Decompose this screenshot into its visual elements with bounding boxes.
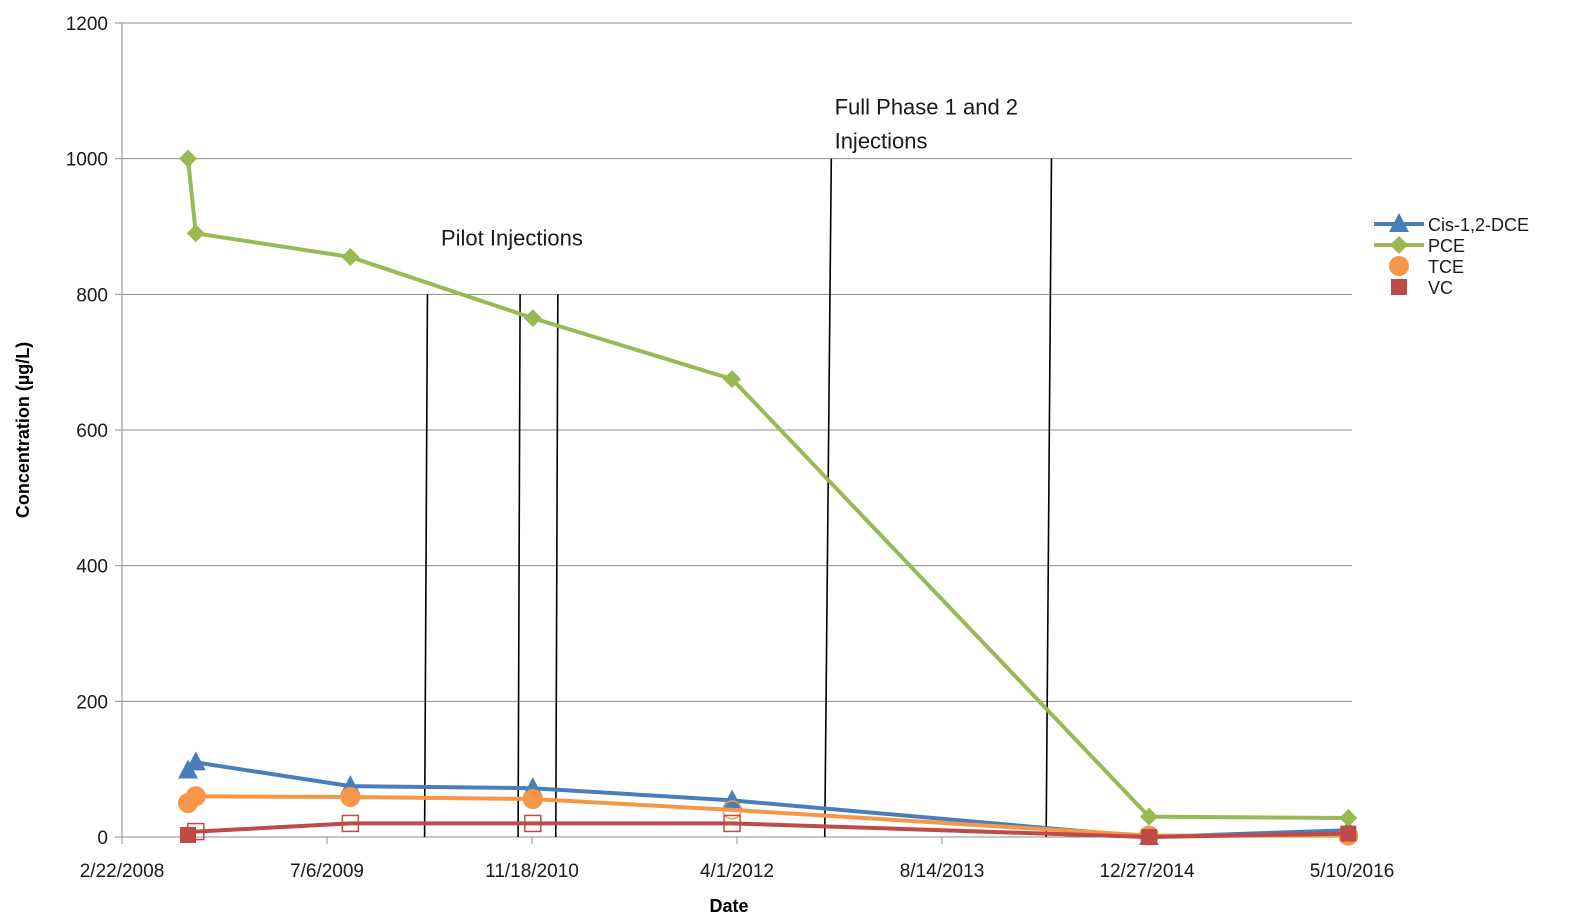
data-point bbox=[722, 800, 742, 820]
series-line bbox=[187, 821, 1349, 839]
y-tick-label: 0 bbox=[97, 828, 108, 849]
data-point bbox=[524, 814, 542, 833]
y-tick-label: 1200 bbox=[66, 14, 108, 35]
data-point bbox=[1140, 807, 1159, 826]
data-point bbox=[340, 786, 361, 807]
data-point bbox=[187, 822, 205, 841]
data-point bbox=[185, 786, 206, 807]
injection-line bbox=[554, 294, 559, 838]
series-line bbox=[186, 158, 1349, 820]
legend-label: VC bbox=[1428, 278, 1453, 298]
series-pce bbox=[179, 149, 1358, 828]
data-point bbox=[1390, 236, 1408, 254]
legend-item: Cis-1,2-DCE bbox=[1374, 213, 1529, 235]
x-tick-label: 5/10/2016 bbox=[1310, 861, 1395, 882]
x-tick-label: 12/27/2014 bbox=[1099, 861, 1195, 882]
annotation-text: Full Phase 1 and 2 bbox=[835, 95, 1018, 120]
data-point bbox=[1141, 829, 1158, 845]
y-tick-label: 800 bbox=[76, 285, 108, 306]
data-point bbox=[185, 751, 206, 771]
injection-line bbox=[1045, 158, 1053, 838]
data-point bbox=[341, 814, 360, 833]
data-point bbox=[1339, 809, 1358, 828]
x-tick-labels: 2/22/2008 7/6/2009 11/18/2010 4/1/2012 8/14/… bbox=[80, 861, 1395, 882]
series-vc bbox=[180, 814, 1357, 845]
data-point bbox=[1389, 213, 1409, 232]
data-point bbox=[522, 789, 543, 810]
x-tick-label: 11/18/2010 bbox=[485, 861, 579, 882]
annotation-text: Injections bbox=[835, 128, 928, 153]
annotation-text: Pilot Injections bbox=[441, 225, 583, 250]
x-tick-label: 7/6/2009 bbox=[290, 861, 364, 882]
data-point bbox=[1391, 279, 1407, 295]
series-group bbox=[178, 149, 1359, 846]
data-point bbox=[523, 309, 542, 328]
legend-item: PCE bbox=[1374, 236, 1465, 256]
data-point bbox=[179, 149, 198, 168]
injection-line bbox=[517, 294, 521, 838]
injection-lines bbox=[423, 158, 1053, 838]
data-point bbox=[723, 814, 741, 833]
legend-item: TCE bbox=[1389, 256, 1464, 277]
y-tick-label: 200 bbox=[76, 692, 108, 713]
legend-label: TCE bbox=[1428, 257, 1464, 277]
y-tick-label: 1000 bbox=[66, 150, 108, 171]
annotations: Pilot Injections Full Phase 1 and 2 Inject… bbox=[441, 95, 1018, 251]
data-point bbox=[186, 224, 205, 243]
x-axis-title: Date bbox=[709, 896, 748, 916]
x-tick-label: 8/14/2013 bbox=[900, 861, 985, 882]
data-point bbox=[341, 248, 360, 267]
injection-line bbox=[823, 158, 833, 838]
gridlines bbox=[115, 22, 1353, 844]
injection-line bbox=[423, 294, 429, 838]
x-tick-label: 4/1/2012 bbox=[700, 861, 774, 882]
data-point bbox=[1389, 256, 1409, 276]
legend-label: PCE bbox=[1428, 236, 1465, 256]
y-tick-label: 600 bbox=[76, 421, 108, 442]
data-point bbox=[723, 370, 742, 389]
data-point bbox=[1340, 825, 1357, 842]
legend-item: VC bbox=[1391, 278, 1453, 298]
y-tick-labels: 0 200 400 600 800 1000 1200 bbox=[66, 14, 108, 849]
x-tick-label: 2/22/2008 bbox=[80, 861, 165, 882]
data-point bbox=[722, 789, 743, 809]
legend-label: Cis-1,2-DCE bbox=[1428, 215, 1529, 235]
y-tick-label: 400 bbox=[76, 557, 108, 578]
y-axis-title: Concentration (µg/L) bbox=[13, 342, 33, 518]
